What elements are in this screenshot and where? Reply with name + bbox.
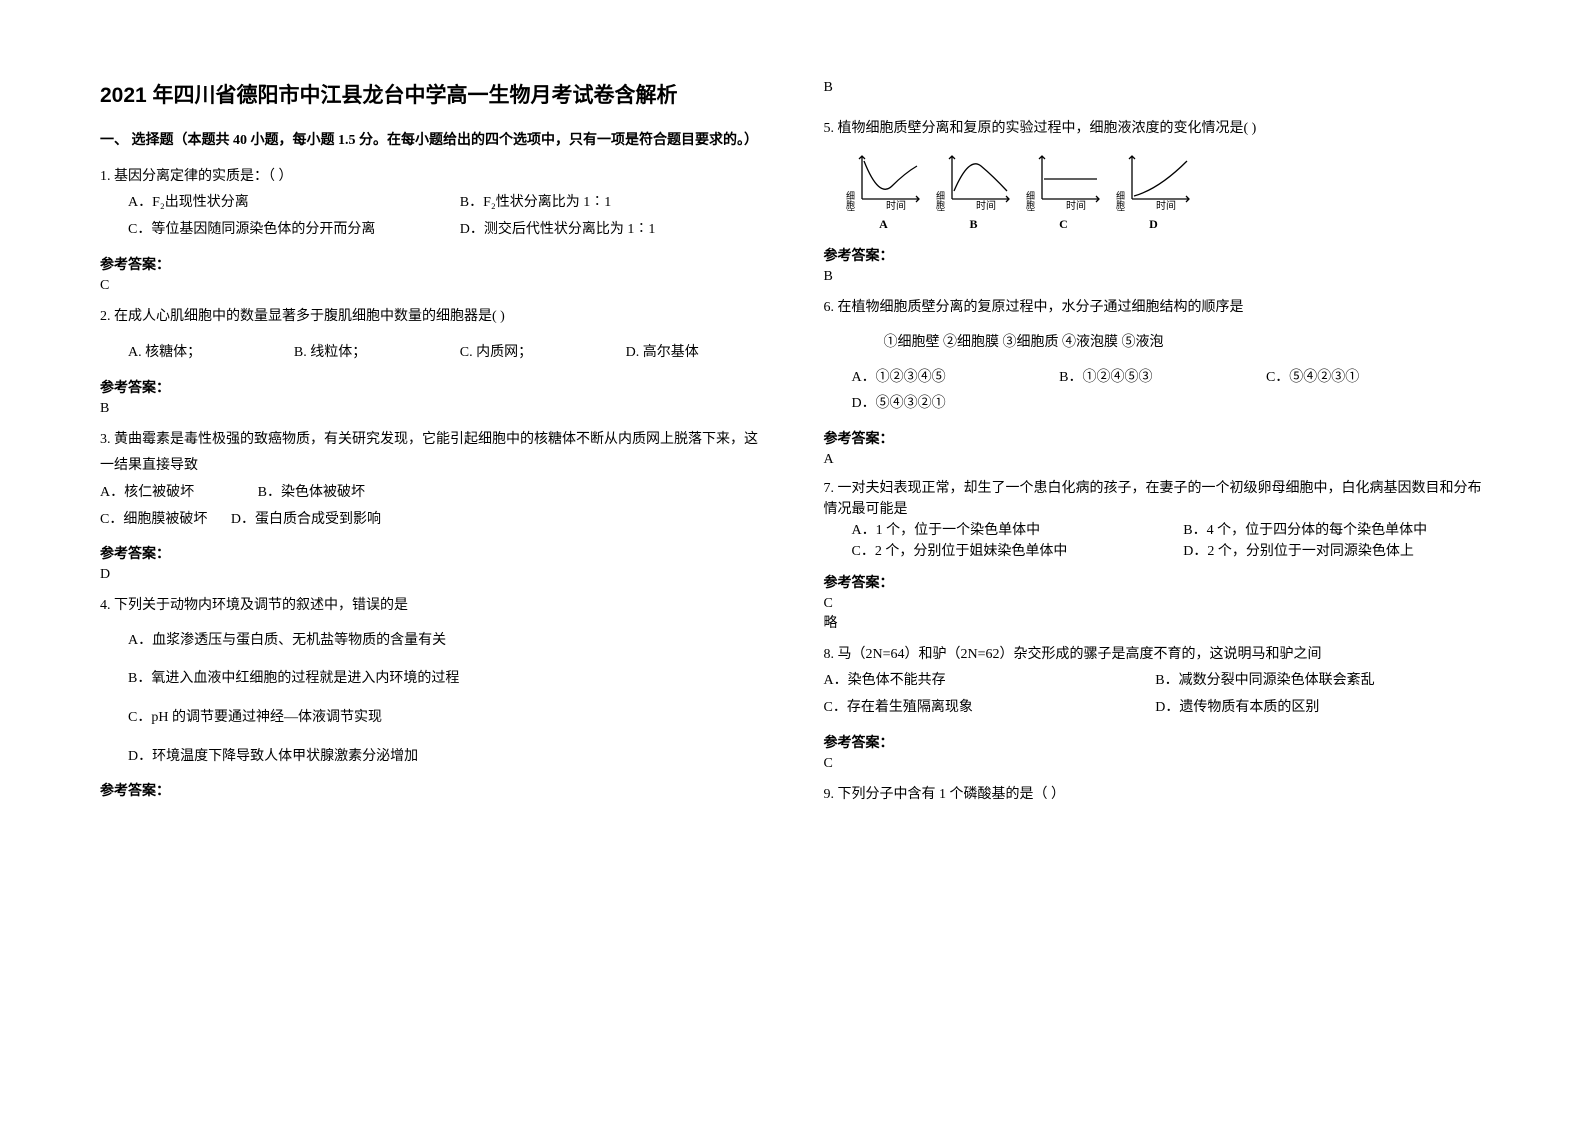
q3-answer: D	[100, 567, 764, 583]
q8-opt-c: C．存在着生殖隔离现象	[824, 695, 1156, 722]
q4-opt-c: C．pH 的调节要通过神经—体液调节实现	[100, 705, 764, 732]
q1-opt-a: A．F₂出现性状分离	[100, 190, 432, 217]
question-3: 3. 黄曲霉素是毒性极强的致癌物质，有关研究发现，它能引起细胞中的核糖体不断从内…	[100, 427, 764, 533]
svg-text:细胞液浓度: 细胞液浓度	[935, 190, 945, 211]
q2-stem: 2. 在成人心肌细胞中的数量显著多于腹肌细胞中数量的细胞器是( )	[100, 304, 764, 331]
left-column: 2021 年四川省德阳市中江县龙台中学高一生物月考试卷含解析 一、 选择题（本题…	[100, 80, 764, 818]
answer-label: 参考答案：	[100, 543, 764, 563]
svg-text:细胞液浓度: 细胞液浓度	[1025, 190, 1035, 211]
q1-stem: 1. 基因分离定律的实质是：（ ）	[100, 164, 764, 191]
q3-opt-c: C．细胞膜被破坏	[100, 507, 207, 534]
question-5: 5. 植物细胞质壁分离和复原的实验过程中，细胞液浓度的变化情况是( ) 细胞液浓…	[824, 116, 1488, 235]
q6-answer: A	[824, 452, 1488, 468]
answer-label: 参考答案：	[824, 245, 1488, 265]
question-2: 2. 在成人心肌细胞中的数量显著多于腹肌细胞中数量的细胞器是( ) A. 核糖体…	[100, 304, 764, 367]
chart-a-label: A	[844, 213, 924, 236]
q2-opt-c: C. 内质网；	[432, 340, 598, 367]
q4-opt-b: B．氧进入血液中红细胞的过程就是进入内环境的过程	[100, 666, 764, 693]
page: 2021 年四川省德阳市中江县龙台中学高一生物月考试卷含解析 一、 选择题（本题…	[100, 80, 1487, 818]
q8-answer: C	[824, 756, 1488, 772]
answer-label: 参考答案：	[824, 732, 1488, 752]
question-7: 7. 一对夫妇表现正常，却生了一个患白化病的孩子，在妻子的一个初级卵母细胞中，白…	[824, 478, 1488, 562]
q5-stem: 5. 植物细胞质壁分离和复原的实验过程中，细胞液浓度的变化情况是( )	[824, 116, 1488, 143]
q5-charts: 细胞液浓度 时间 A 细胞液浓度	[844, 151, 1488, 236]
q7-opt-a: A．1 个，位于一个染色单体中	[824, 520, 1156, 541]
q2-answer: B	[100, 401, 764, 417]
question-6: 6. 在植物细胞质壁分离的复原过程中，水分子通过细胞结构的顺序是 ①细胞壁 ②细…	[824, 295, 1488, 417]
q8-stem: 8. 马（2N=64）和驴（2N=62）杂交形成的骡子是高度不育的，这说明马和驴…	[824, 642, 1488, 669]
svg-text:时间: 时间	[1156, 199, 1176, 211]
q2-opt-a: A. 核糖体；	[100, 340, 266, 367]
answer-label: 参考答案：	[824, 572, 1488, 592]
q4-answer: B	[824, 80, 1488, 96]
q1-opt-c: C．等位基因随同源染色体的分开而分离	[100, 217, 432, 244]
svg-text:细胞液浓度: 细胞液浓度	[845, 190, 855, 211]
chart-c: 细胞液浓度 时间 C	[1024, 151, 1104, 236]
svg-text:时间: 时间	[1066, 199, 1086, 211]
q4-stem: 4. 下列关于动物内环境及调节的叙述中，错误的是	[100, 593, 764, 620]
q3-opt-a: A．核仁被破坏	[100, 480, 194, 507]
q6-items: ①细胞壁 ②细胞膜 ③细胞质 ④液泡膜 ⑤液泡	[824, 330, 1488, 357]
answer-label: 参考答案：	[100, 780, 764, 800]
right-column: B 5. 植物细胞质壁分离和复原的实验过程中，细胞液浓度的变化情况是( ) 细胞…	[824, 80, 1488, 818]
answer-label: 参考答案：	[100, 254, 764, 274]
q1-opt-d: D．测交后代性状分离比为 1∶1	[432, 217, 764, 244]
q8-opt-d: D．遗传物质有本质的区别	[1155, 695, 1487, 722]
q2-opt-d: D. 高尔基体	[598, 340, 764, 367]
svg-text:时间: 时间	[886, 199, 906, 211]
q9-stem: 9. 下列分子中含有 1 个磷酸基的是（ ）	[824, 782, 1488, 809]
q7-answer: C	[824, 596, 1488, 612]
q7-omit: 略	[824, 612, 1488, 632]
q8-opt-b: B．减数分裂中同源染色体联会紊乱	[1155, 668, 1487, 695]
q6-opt-b: B．①②④⑤③	[1059, 365, 1152, 392]
chart-a: 细胞液浓度 时间 A	[844, 151, 924, 236]
section-1-intro: 一、 选择题（本题共 40 小题，每小题 1.5 分。在每小题给出的四个选项中，…	[100, 130, 764, 152]
q7-opt-b: B．4 个，位于四分体的每个染色单体中	[1155, 520, 1487, 541]
q3-stem: 3. 黄曲霉素是毒性极强的致癌物质，有关研究发现，它能引起细胞中的核糖体不断从内…	[100, 427, 764, 480]
q6-opt-d: D．⑤④③②①	[852, 391, 946, 418]
answer-label: 参考答案：	[824, 428, 1488, 448]
q8-opt-a: A．染色体不能共存	[824, 668, 1156, 695]
exam-title: 2021 年四川省德阳市中江县龙台中学高一生物月考试卷含解析	[100, 80, 764, 112]
chart-b-label: B	[934, 213, 1014, 236]
question-4: 4. 下列关于动物内环境及调节的叙述中，错误的是 A．血浆渗透压与蛋白质、无机盐…	[100, 593, 764, 770]
chart-d-label: D	[1114, 213, 1194, 236]
q4-opt-d: D．环境温度下降导致人体甲状腺激素分泌增加	[100, 744, 764, 771]
question-9: 9. 下列分子中含有 1 个磷酸基的是（ ）	[824, 782, 1488, 809]
q7-opt-c: C．2 个，分别位于姐妹染色单体中	[824, 541, 1156, 562]
question-8: 8. 马（2N=64）和驴（2N=62）杂交形成的骡子是高度不育的，这说明马和驴…	[824, 642, 1488, 722]
chart-d: 细胞液浓度 时间 D	[1114, 151, 1194, 236]
q6-opt-a: A．①②③④⑤	[852, 365, 946, 392]
q1-answer: C	[100, 278, 764, 294]
q7-opt-d: D．2 个，分别位于一对同源染色体上	[1155, 541, 1487, 562]
q3-opt-d: D．蛋白质合成受到影响	[231, 507, 381, 534]
q6-row1: A．①②③④⑤ B．①②④⑤③ C．⑤④②③① D．⑤④③②①	[824, 365, 1488, 418]
answer-label: 参考答案：	[100, 377, 764, 397]
q6-opt-c: C．⑤④②③①	[1266, 365, 1359, 392]
chart-b: 细胞液浓度 时间 B	[934, 151, 1014, 236]
q2-opt-b: B. 线粒体；	[266, 340, 432, 367]
q4-opt-a: A．血浆渗透压与蛋白质、无机盐等物质的含量有关	[100, 628, 764, 655]
chart-c-label: C	[1024, 213, 1104, 236]
q6-stem: 6. 在植物细胞质壁分离的复原过程中，水分子通过细胞结构的顺序是	[824, 295, 1488, 322]
q7-stem: 7. 一对夫妇表现正常，却生了一个患白化病的孩子，在妻子的一个初级卵母细胞中，白…	[824, 478, 1488, 520]
question-1: 1. 基因分离定律的实质是：（ ） A．F₂出现性状分离 B．F₂性状分离比为 …	[100, 164, 764, 244]
svg-text:时间: 时间	[976, 199, 996, 211]
svg-text:细胞液浓度: 细胞液浓度	[1115, 190, 1125, 211]
q5-answer: B	[824, 269, 1488, 285]
q1-opt-b: B．F₂性状分离比为 1∶1	[432, 190, 764, 217]
q3-opt-b: B．染色体被破坏	[258, 480, 365, 507]
